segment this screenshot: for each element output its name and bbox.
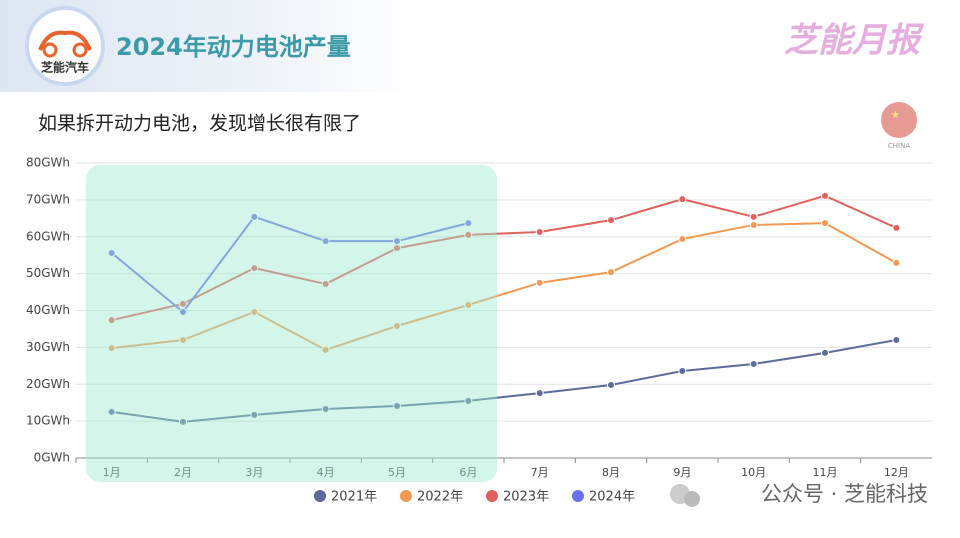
x-tick-label: 9月 [673, 466, 691, 479]
point [892, 336, 901, 344]
point [821, 219, 829, 228]
flag [881, 102, 917, 138]
point [250, 307, 259, 316]
highlight [86, 165, 497, 482]
point [321, 279, 330, 288]
wechat-icon [684, 491, 700, 507]
flag-label: CHINA [888, 142, 910, 150]
point [250, 410, 259, 419]
watermark: 公众号 · 芝能科技 [761, 482, 928, 506]
point [535, 389, 544, 398]
x-tick-label: 3月 [245, 466, 263, 479]
point [393, 402, 401, 411]
point [179, 417, 187, 426]
x-tick-label: 11月 [813, 466, 838, 479]
point [393, 321, 401, 330]
x-tick-label: 5月 [388, 466, 406, 479]
point [678, 234, 687, 243]
legend-label: 2021年 [331, 490, 377, 505]
logo-text: 芝能汽车 [41, 60, 89, 75]
point [892, 223, 901, 232]
y-tick-label: 70GWh [26, 192, 70, 206]
point [321, 345, 330, 354]
x-tick-label: 6月 [459, 466, 477, 479]
y-tick-label: 60GWh [26, 229, 70, 243]
plot: 0GWh 10GWh 20GWh 30GWh 40GWh 50GWh 60GWh 70GWh 8… [26, 156, 932, 505]
legend-marker [572, 490, 584, 502]
point [464, 230, 473, 239]
x-tick-label: 4月 [317, 466, 335, 479]
point [464, 219, 473, 228]
legend-label: 2023年 [503, 490, 549, 505]
point [749, 359, 758, 368]
point [749, 220, 758, 229]
legend-label: 2022年 [417, 490, 463, 505]
point [678, 366, 687, 375]
point [464, 300, 473, 309]
point [393, 237, 401, 246]
x-tick-label: 2月 [174, 466, 192, 479]
series-line [111, 194, 897, 322]
logo-icon [42, 42, 58, 58]
x-tick-label: 8月 [602, 466, 620, 479]
y-tick-label: 20GWh [26, 377, 70, 391]
point [821, 191, 829, 200]
point [107, 316, 116, 325]
point [607, 380, 615, 389]
point [607, 268, 615, 277]
legend-marker [400, 490, 412, 502]
series-line [111, 215, 469, 314]
y-tick-label: 10GWh [26, 414, 70, 428]
x-tick-label: 1月 [103, 466, 121, 479]
point [821, 348, 829, 357]
point [179, 299, 187, 308]
point [107, 248, 116, 257]
point [321, 237, 330, 246]
point [179, 307, 187, 316]
logo-icon [38, 30, 92, 51]
legend-marker [314, 490, 326, 502]
point [179, 336, 187, 344]
point [464, 396, 473, 405]
point [250, 212, 259, 221]
point [535, 227, 544, 236]
x-tick-label: 12月 [884, 466, 909, 479]
series-line [111, 222, 897, 352]
y-tick-label: 80GWh [26, 156, 70, 170]
subtitle: 如果拆开动力电池，发现增长很有限了 [38, 113, 361, 135]
legend-marker [486, 490, 498, 502]
x-tick-label: 10月 [741, 466, 766, 479]
logo [25, 6, 105, 86]
y-tick-label: 30GWh [26, 340, 70, 354]
x-tick-label: 7月 [531, 466, 549, 479]
chart-title: 2024年动力电池产量 [116, 33, 351, 61]
point [535, 278, 544, 287]
point [892, 258, 901, 267]
point [107, 407, 116, 416]
point [321, 404, 330, 413]
point [107, 344, 116, 353]
series-line [111, 339, 897, 423]
y-tick-label: 0GWh [34, 451, 70, 465]
point [250, 264, 259, 273]
y-tick-label: 40GWh [26, 303, 70, 317]
point [678, 195, 687, 204]
badge: 芝能月报 [784, 21, 925, 61]
y-tick-label: 50GWh [26, 266, 70, 280]
point [607, 216, 615, 225]
logo-icon [72, 42, 88, 58]
point [749, 212, 758, 221]
flag-star: ★ [891, 110, 900, 121]
legend-label: 2024年 [589, 490, 635, 505]
